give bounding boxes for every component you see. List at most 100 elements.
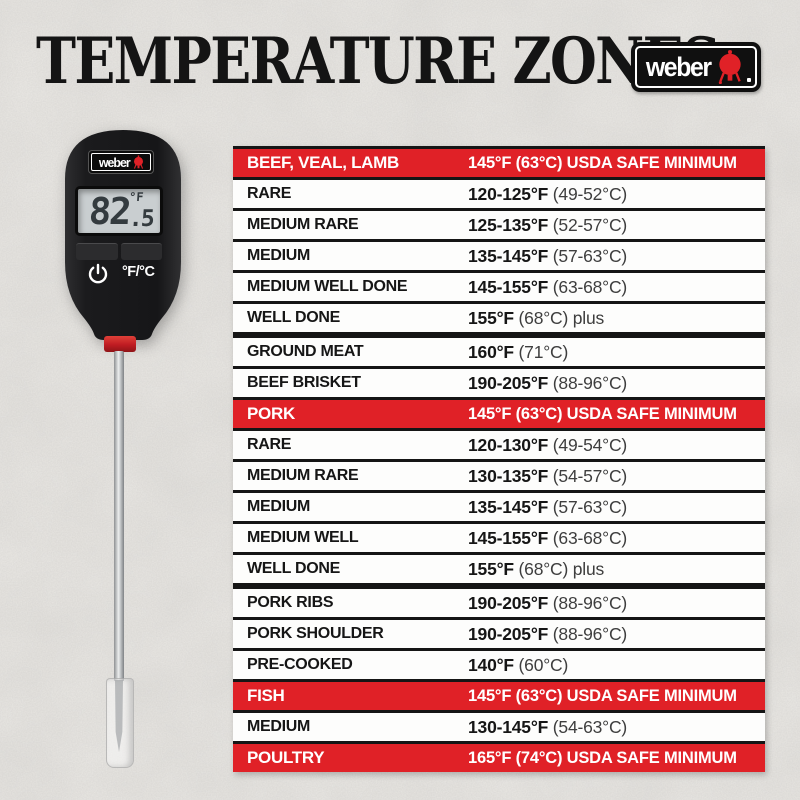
usda-note: USDA SAFE MINIMUM: [562, 153, 737, 172]
row-label: MEDIUM: [247, 247, 311, 264]
fahrenheit-value: 145°F: [468, 404, 512, 423]
table-row: RARE 120-130°F (49-54°C): [233, 431, 765, 459]
probe-stem: [114, 351, 124, 681]
logo-period: [747, 78, 752, 82]
fahrenheit-value: 145-155°F: [468, 276, 549, 297]
fahrenheit-value: 130-145°F: [468, 716, 549, 737]
row-value: 120-130°F (49-54°C): [468, 435, 627, 456]
row-label: GROUND MEAT: [247, 343, 364, 360]
row-label: MEDIUM RARE: [247, 467, 359, 484]
celsius-value: (88-96°C): [548, 372, 628, 393]
table-row: BEEF BRISKET 190-205°F (88-96°C): [233, 369, 765, 397]
celsius-value: (54-57°C): [548, 465, 628, 486]
row-value: 190-205°F (88-96°C): [468, 373, 627, 394]
badge-kettle-icon: [133, 154, 143, 169]
celsius-value: (68°C) plus: [513, 558, 605, 579]
row-value: 145-155°F (63-68°C): [468, 528, 627, 549]
row-value: 160°F (71°C): [468, 342, 568, 363]
row-value: 165°F (74°C) USDA SAFE MINIMUM: [468, 749, 737, 768]
power-button[interactable]: [76, 243, 118, 260]
weber-kettle-icon: [719, 50, 741, 84]
fahrenheit-value: 155°F: [468, 558, 514, 579]
row-label: WELL DONE: [247, 309, 341, 326]
fahrenheit-value: 160°F: [468, 341, 514, 362]
unit-toggle-label: °F/°C: [122, 264, 155, 280]
lcd-temperature-decimal: .5: [128, 206, 154, 232]
row-value: 120-125°F (49-52°C): [468, 184, 627, 205]
usda-note: USDA SAFE MINIMUM: [562, 748, 737, 767]
probe-collar: [104, 336, 136, 352]
row-label: MEDIUM WELL DONE: [247, 278, 408, 295]
table-section-header: FISH 145°F (63°C) USDA SAFE MINIMUM: [233, 682, 765, 710]
table-row: MEDIUM WELL 145-155°F (63-68°C): [233, 524, 765, 552]
weber-logo: weber: [631, 42, 761, 92]
row-value: 145°F (63°C) USDA SAFE MINIMUM: [468, 405, 737, 424]
fahrenheit-value: 155°F: [468, 307, 514, 328]
probe-sheath: [106, 678, 134, 768]
celsius-value: (49-52°C): [548, 183, 628, 204]
table-row: PORK SHOULDER 190-205°F (88-96°C): [233, 620, 765, 648]
row-value: 140°F (60°C): [468, 655, 568, 676]
celsius-value: (63-68°C): [548, 527, 628, 548]
celsius-value: (88-96°C): [548, 592, 628, 613]
fahrenheit-value: 125-135°F: [468, 214, 549, 235]
table-row: MEDIUM RARE 125-135°F (52-57°C): [233, 211, 765, 239]
celsius-value: (57-63°C): [548, 496, 628, 517]
unit-toggle-button[interactable]: [120, 243, 162, 260]
table-row: WELL DONE 155°F (68°C) plus: [233, 304, 765, 332]
row-value: 125-135°F (52-57°C): [468, 215, 627, 236]
table-row: PRE-COOKED 140°F (60°C): [233, 651, 765, 679]
weber-logo-text: weber: [645, 51, 712, 82]
row-value: 145°F (63°C) USDA SAFE MINIMUM: [468, 687, 737, 706]
row-value: 190-205°F (88-96°C): [468, 624, 627, 645]
fahrenheit-value: 145°F: [468, 686, 512, 705]
table-row: RARE 120-125°F (49-52°C): [233, 180, 765, 208]
row-value: 135-145°F (57-63°C): [468, 497, 627, 518]
fahrenheit-value: 140°F: [468, 654, 514, 675]
table-row: MEDIUM 135-145°F (57-63°C): [233, 493, 765, 521]
row-value: 190-205°F (88-96°C): [468, 593, 627, 614]
row-value: 130-135°F (54-57°C): [468, 466, 627, 487]
celsius-value: (57-63°C): [548, 245, 628, 266]
row-label: WELL DONE: [247, 560, 341, 577]
fahrenheit-value: 145-155°F: [468, 527, 549, 548]
row-label: FISH: [247, 686, 285, 705]
celsius-value: (54-63°C): [548, 716, 628, 737]
temperature-table: BEEF, VEAL, LAMB 145°F (63°C) USDA SAFE M…: [233, 146, 765, 772]
thermometer: weber 82 °F .5 °F/°C: [58, 124, 188, 784]
celsius-value: (63°C): [511, 686, 563, 705]
table-section-header: POULTRY 165°F (74°C) USDA SAFE MINIMUM: [233, 744, 765, 772]
row-label: MEDIUM: [247, 498, 311, 515]
lcd-temperature-value: 82: [87, 189, 131, 233]
row-value: 155°F (68°C) plus: [468, 308, 604, 329]
fahrenheit-value: 190-205°F: [468, 592, 549, 613]
table-row: MEDIUM WELL DONE 145-155°F (63-68°C): [233, 273, 765, 301]
row-value: 155°F (68°C) plus: [468, 559, 604, 580]
row-label: RARE: [247, 436, 292, 453]
fahrenheit-value: 190-205°F: [468, 372, 549, 393]
row-value: 130-145°F (54-63°C): [468, 717, 627, 738]
page-title: TEMPERATURE ZONES: [36, 24, 721, 99]
row-value: 135-145°F (57-63°C): [468, 246, 627, 267]
fahrenheit-value: 190-205°F: [468, 623, 549, 644]
table-row: WELL DONE 155°F (68°C) plus: [233, 555, 765, 583]
thermometer-brand-badge: weber: [88, 150, 154, 174]
table-row: MEDIUM RARE 130-135°F (54-57°C): [233, 462, 765, 490]
lcd-display: 82 °F .5: [75, 186, 163, 236]
lcd-unit: °F: [128, 190, 145, 204]
usda-note: USDA SAFE MINIMUM: [562, 686, 737, 705]
row-label: PORK SHOULDER: [247, 625, 384, 642]
row-label: MEDIUM WELL: [247, 529, 359, 546]
table-section-header: BEEF, VEAL, LAMB 145°F (63°C) USDA SAFE M…: [233, 149, 765, 177]
fahrenheit-value: 145°F: [468, 153, 512, 172]
celsius-value: (63°C): [511, 404, 563, 423]
row-value: 145°F (63°C) USDA SAFE MINIMUM: [468, 154, 737, 173]
row-label: PORK RIBS: [247, 594, 334, 611]
row-value: 145-155°F (63-68°C): [468, 277, 627, 298]
row-label: BEEF, VEAL, LAMB: [247, 153, 399, 172]
fahrenheit-value: 120-125°F: [468, 183, 549, 204]
thermometer-brand-text: weber: [99, 154, 131, 170]
row-label: POULTRY: [247, 748, 325, 767]
fahrenheit-value: 135-145°F: [468, 245, 549, 266]
